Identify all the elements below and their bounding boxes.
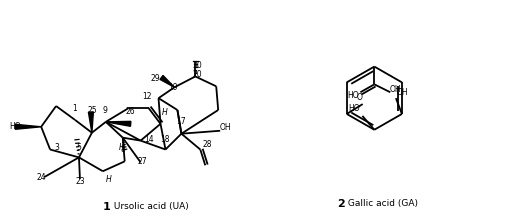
Text: 1: 1 bbox=[103, 202, 111, 212]
Text: OH: OH bbox=[390, 85, 402, 94]
Text: 2: 2 bbox=[337, 199, 344, 209]
Polygon shape bbox=[160, 75, 174, 87]
Text: Gallic acid (GA): Gallic acid (GA) bbox=[344, 199, 418, 208]
Text: Ursolic acid (UA): Ursolic acid (UA) bbox=[111, 202, 188, 211]
Text: O: O bbox=[357, 93, 362, 102]
Text: H: H bbox=[106, 175, 112, 184]
Text: 3: 3 bbox=[55, 143, 59, 152]
Text: 12: 12 bbox=[142, 92, 151, 101]
Text: 17: 17 bbox=[177, 117, 186, 126]
Text: HO: HO bbox=[347, 91, 359, 100]
Text: HO: HO bbox=[10, 122, 21, 131]
Text: 14: 14 bbox=[144, 135, 153, 144]
Text: 26: 26 bbox=[126, 107, 136, 116]
Text: 19: 19 bbox=[169, 83, 178, 92]
Text: 30: 30 bbox=[193, 61, 202, 70]
Polygon shape bbox=[15, 124, 41, 129]
Text: 5: 5 bbox=[77, 143, 81, 152]
Text: HO: HO bbox=[348, 103, 360, 112]
Text: 8: 8 bbox=[120, 145, 125, 154]
Text: 1: 1 bbox=[73, 103, 77, 112]
Text: OH: OH bbox=[219, 123, 231, 132]
Text: 25: 25 bbox=[87, 105, 97, 114]
Text: 18: 18 bbox=[160, 135, 169, 144]
Text: OH: OH bbox=[396, 88, 408, 97]
Text: 23: 23 bbox=[75, 177, 85, 186]
Text: 27: 27 bbox=[138, 157, 147, 166]
Text: H: H bbox=[162, 109, 167, 118]
Text: 24: 24 bbox=[37, 173, 46, 182]
Polygon shape bbox=[106, 121, 131, 126]
Text: H: H bbox=[119, 143, 124, 152]
Text: 28: 28 bbox=[203, 140, 212, 149]
Text: 29: 29 bbox=[151, 74, 161, 83]
Text: 20: 20 bbox=[193, 70, 202, 79]
Polygon shape bbox=[88, 112, 93, 133]
Text: 9: 9 bbox=[103, 105, 107, 114]
